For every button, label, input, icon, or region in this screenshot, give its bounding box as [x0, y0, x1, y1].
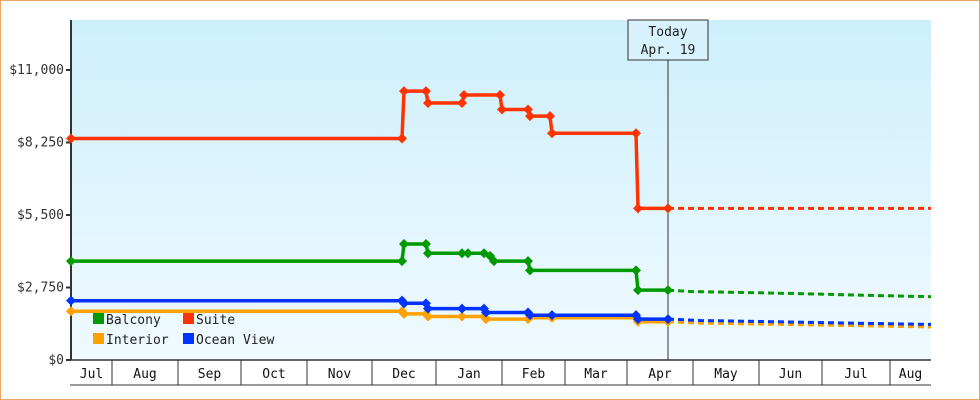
- data-point-marker[interactable]: [547, 310, 557, 321]
- data-point-marker[interactable]: [545, 111, 555, 122]
- data-point-marker[interactable]: [457, 97, 467, 108]
- data-point-marker[interactable]: [399, 308, 409, 319]
- today-label-box: [627, 19, 709, 61]
- data-point-marker[interactable]: [525, 111, 535, 122]
- x-month-label: Feb: [522, 367, 546, 382]
- data-point-marker[interactable]: [66, 295, 76, 306]
- data-point-marker[interactable]: [457, 248, 467, 259]
- legend-swatch: [93, 313, 104, 324]
- data-point-marker[interactable]: [421, 238, 431, 249]
- y-axis: $0 $2,750 $5,500 $8,250 $11,000: [9, 20, 72, 368]
- data-point-marker[interactable]: [489, 256, 499, 267]
- x-month-label: Jul: [80, 367, 103, 382]
- x-month-label: Jul: [844, 367, 867, 382]
- x-month-label: May: [714, 367, 738, 382]
- data-point-marker[interactable]: [66, 256, 76, 267]
- data-point-marker[interactable]: [421, 86, 431, 97]
- x-month-label: Mar: [584, 367, 608, 382]
- today-date: Apr. 19: [641, 43, 696, 58]
- legend-swatch: [183, 313, 194, 324]
- data-point-marker[interactable]: [423, 303, 433, 314]
- data-point-marker[interactable]: [457, 311, 467, 322]
- data-point-marker[interactable]: [66, 133, 76, 144]
- data-point-marker[interactable]: [481, 307, 491, 318]
- data-point-marker[interactable]: [423, 311, 433, 322]
- data-point-marker[interactable]: [663, 285, 673, 296]
- series-line-suite: [71, 89, 668, 211]
- data-point-marker[interactable]: [399, 86, 409, 97]
- data-point-marker[interactable]: [397, 256, 407, 267]
- data-point-marker[interactable]: [481, 314, 491, 325]
- data-point-marker[interactable]: [423, 248, 433, 259]
- series-lines: [66, 86, 932, 329]
- data-point-marker[interactable]: [523, 256, 533, 267]
- x-month-label: Nov: [328, 367, 352, 382]
- data-point-marker[interactable]: [423, 97, 433, 108]
- y-tick-label: $5,500: [17, 208, 64, 223]
- data-point-marker[interactable]: [457, 303, 467, 314]
- data-point-marker[interactable]: [463, 248, 473, 259]
- data-point-marker[interactable]: [497, 104, 507, 115]
- y-tick-label: $0: [48, 353, 64, 368]
- legend-swatch: [183, 333, 194, 344]
- data-point-marker[interactable]: [633, 285, 643, 296]
- x-month-label: Sep: [198, 367, 222, 382]
- data-point-marker[interactable]: [633, 203, 643, 214]
- x-month-label: Jun: [779, 367, 802, 382]
- data-point-marker[interactable]: [495, 90, 505, 101]
- data-point-marker[interactable]: [459, 90, 469, 101]
- y-tick-label: $8,250: [17, 135, 64, 150]
- data-point-marker[interactable]: [397, 133, 407, 144]
- data-point-marker[interactable]: [525, 310, 535, 321]
- data-point-marker[interactable]: [547, 128, 557, 139]
- plot-area: [71, 20, 931, 360]
- data-point-marker[interactable]: [399, 238, 409, 249]
- x-month-label: Apr: [648, 367, 672, 382]
- data-point-marker[interactable]: [66, 306, 76, 317]
- data-point-marker[interactable]: [663, 203, 673, 214]
- data-point-marker[interactable]: [399, 298, 409, 309]
- x-month-label: Aug: [133, 367, 156, 382]
- legend-label: Interior: [106, 333, 169, 348]
- y-tick-label: $11,000: [9, 63, 64, 78]
- x-month-label: Jan: [457, 367, 480, 382]
- legend-swatch: [93, 333, 104, 344]
- y-tick-label: $2,750: [17, 280, 64, 295]
- legend-label: Suite: [196, 313, 235, 328]
- data-point-marker[interactable]: [633, 314, 643, 325]
- x-axis: Jul Aug Sep Oct Nov Dec Jan Feb Mar Apr May Jun Jul A…: [70, 359, 931, 386]
- legend-label: Balcony: [106, 313, 161, 328]
- data-point-marker[interactable]: [485, 250, 495, 261]
- forecast-line-balcony: [667, 288, 932, 299]
- series-line-balcony: [71, 242, 668, 292]
- forecast-line-interior: [667, 320, 932, 329]
- data-point-marker[interactable]: [663, 314, 673, 325]
- legend: Balcony Suite Interior Ocean View: [93, 313, 274, 348]
- data-point-marker[interactable]: [631, 265, 641, 276]
- data-point-marker[interactable]: [631, 128, 641, 139]
- x-month-label: Aug: [899, 367, 922, 382]
- data-point-marker[interactable]: [525, 265, 535, 276]
- forecast-line-ocean-view: [667, 317, 932, 326]
- today-label: Today: [648, 25, 687, 40]
- legend-label: Ocean View: [196, 333, 274, 348]
- x-month-label: Oct: [262, 367, 285, 382]
- today-marker: Today Apr. 19: [627, 19, 709, 360]
- x-month-label: Dec: [392, 367, 415, 382]
